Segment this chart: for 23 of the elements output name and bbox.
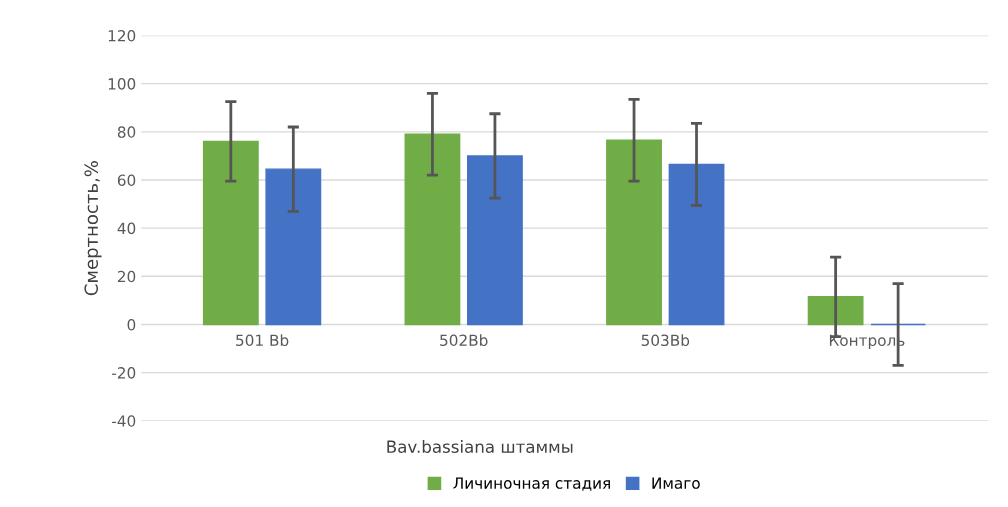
legend-label: Имаго [652, 477, 700, 489]
bar [606, 139, 662, 326]
bar [467, 155, 523, 326]
y-tick-label: -40 [112, 415, 136, 427]
bar [807, 296, 864, 326]
y-tick-label: 20 [117, 270, 136, 283]
y-tick-label: 120 [108, 29, 136, 42]
x-tick-label: 502Bb [440, 334, 488, 347]
x-axis-title: Bav.bassiana штаммы [387, 440, 573, 453]
y-tick-label: 0 [127, 318, 136, 331]
bar [668, 163, 725, 326]
x-tick-label: 501 Bb [236, 334, 289, 347]
bar [404, 133, 461, 326]
y-tick-label: 60 [117, 174, 136, 187]
x-tick-label: 503Bb [641, 334, 690, 347]
y-axis-title: Смертность,% [84, 161, 102, 296]
legend-label: Личиночная стадия [453, 477, 610, 491]
y-tick-label: 100 [108, 78, 136, 90]
y-tick-label: 80 [117, 126, 136, 138]
y-tick-label: 40 [117, 222, 136, 235]
y-tick-label: -20 [112, 367, 136, 379]
bar [265, 168, 322, 326]
bar [202, 140, 259, 326]
